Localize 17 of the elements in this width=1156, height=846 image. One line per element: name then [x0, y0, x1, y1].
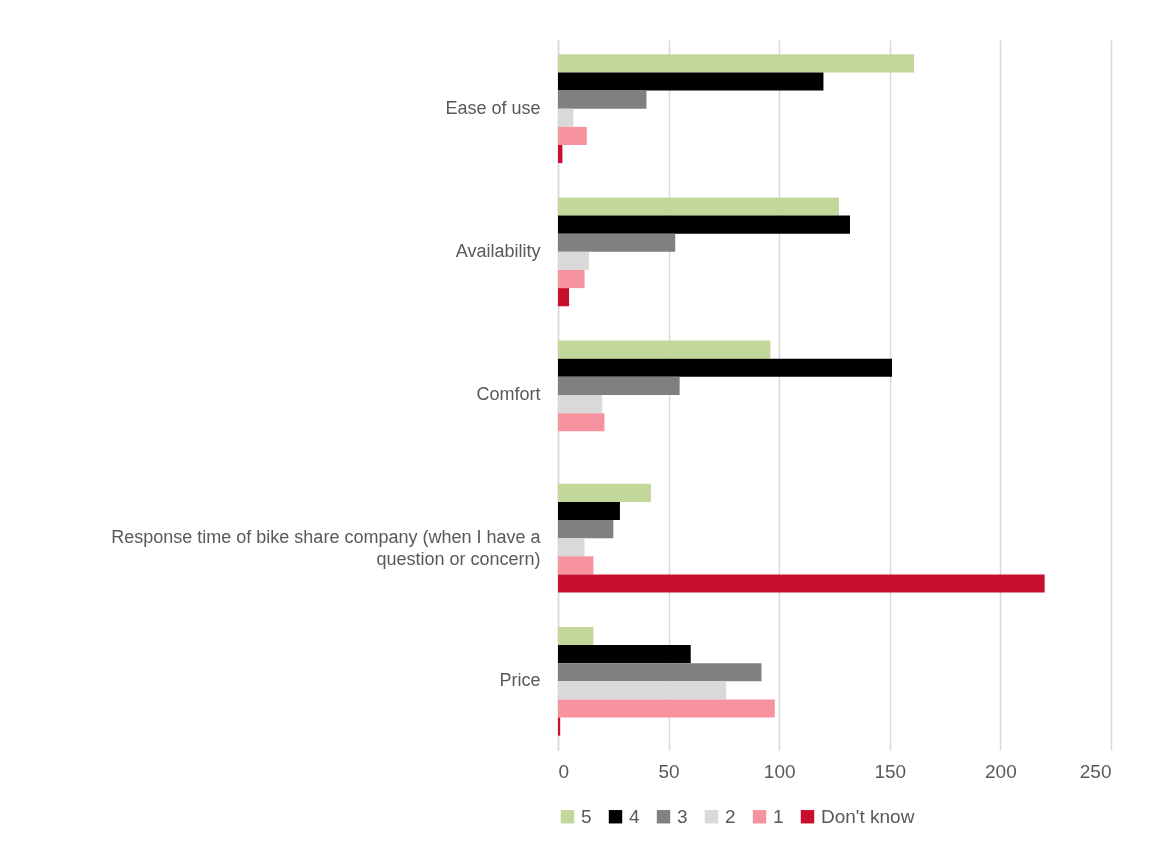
x-tick-label: 250 [1079, 760, 1112, 782]
x-tick-label: 0 [558, 760, 570, 782]
legend-label: 3 [677, 805, 688, 827]
x-tick-label: 50 [658, 760, 680, 782]
y-tick-label: Ease of use [445, 97, 541, 118]
legend-label: 5 [581, 805, 592, 827]
x-tick-label: 150 [874, 760, 907, 782]
y-tick-label: Response time of bike share company (when I have a question or concern) [111, 527, 542, 570]
legend-label: 4 [629, 805, 640, 827]
legend-label: 1 [773, 805, 784, 827]
legend-label: Don't know [821, 805, 915, 827]
x-tick-label: 200 [985, 760, 1017, 782]
y-tick-label: Comfort [476, 384, 541, 404]
y-tick-label: Availability [455, 240, 541, 261]
x-tick-label: 100 [763, 760, 796, 782]
y-tick-label: Price [499, 670, 541, 691]
legend-label: 2 [725, 805, 736, 827]
